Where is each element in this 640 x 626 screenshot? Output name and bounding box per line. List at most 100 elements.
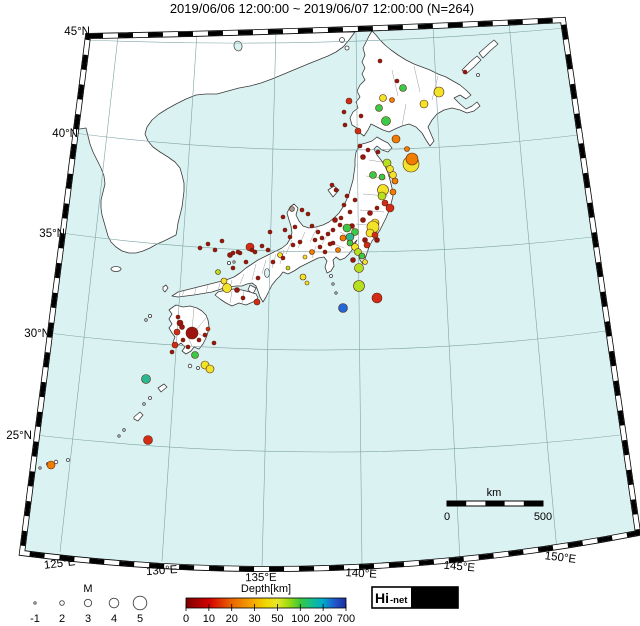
earthquake-marker — [385, 203, 395, 213]
depth-tick-label: 30 — [248, 613, 260, 625]
lon-label: 135°E — [245, 572, 277, 585]
lon-label: 145°E — [443, 560, 476, 575]
earthquake-marker — [299, 207, 305, 213]
etorofu-island — [478, 39, 499, 59]
earthquake-marker — [212, 247, 218, 253]
earthquake-marker — [381, 199, 389, 207]
earthquake-marker — [299, 273, 307, 281]
earthquake-marker — [404, 146, 410, 152]
lonline-130e — [161, 32, 198, 562]
magnitude-size-label: 2 — [59, 613, 65, 625]
earthquake-marker — [399, 84, 407, 92]
earthquake-marker — [196, 337, 202, 343]
earthquake-marker — [179, 324, 185, 330]
earthquake-marker — [374, 205, 380, 211]
lon-label: 150°E — [544, 550, 577, 566]
earthquake-marker — [211, 340, 217, 346]
magnitude-size-label: 4 — [111, 613, 117, 625]
oki-islands — [226, 260, 231, 265]
earthquake-marker — [332, 217, 338, 223]
depth-tick-label: 200 — [314, 613, 332, 625]
earthquake-marker — [338, 303, 348, 313]
earthquake-marker — [375, 104, 383, 112]
earthquake-marker — [230, 265, 236, 271]
earthquake-marker — [280, 214, 286, 220]
earthquake-marker — [222, 283, 232, 293]
earthquake-marker — [143, 435, 153, 445]
earthquake-marker — [215, 269, 221, 275]
yakushima — [187, 363, 193, 369]
earthquake-marker — [333, 187, 339, 193]
earthquake-marker — [337, 222, 343, 228]
earthquake-marker — [369, 171, 377, 179]
earthquake-marker — [358, 252, 366, 260]
earthquake-marker — [249, 247, 255, 253]
lat-label: 35°N — [39, 228, 65, 240]
scale-bar-unit: km — [487, 487, 502, 499]
earthquake-marker — [391, 134, 401, 144]
scale-bar-segment — [523, 501, 543, 506]
lake-khanka — [233, 40, 243, 52]
earthquake-marker — [309, 223, 315, 229]
earthquake-marker — [230, 250, 236, 256]
logo-hi-text: Hi — [375, 590, 389, 606]
magnitude-size-circle — [132, 595, 148, 611]
scale-bar-end: 500 — [534, 511, 552, 523]
logo-net-text: -net — [390, 595, 408, 606]
magnitude-size-label: 5 — [137, 613, 143, 625]
miyako-island — [66, 458, 70, 462]
earthquake-marker — [285, 265, 291, 271]
ocean — [22, 20, 638, 569]
earthquake-marker — [234, 287, 240, 293]
earthquake-marker — [386, 165, 394, 173]
logo-nied-text: NIED — [414, 590, 451, 606]
graticule — [34, 21, 621, 568]
earthquake-marker — [259, 243, 265, 249]
earthquake-marker — [371, 231, 379, 239]
lonline-135e — [261, 29, 277, 568]
rebun-island — [344, 45, 350, 51]
earthquake-marker — [375, 149, 381, 155]
earthquake-marker — [280, 255, 286, 261]
earthquake-marker — [205, 326, 211, 332]
earthquake-marker — [270, 259, 276, 265]
latline-40n — [73, 132, 579, 151]
earthquake-marker — [342, 223, 352, 233]
longitude-labels: 125°E 130°E 135°E 140°E 145°E 150°E — [43, 550, 577, 584]
earthquake-marker — [302, 254, 308, 260]
earthquake-marker — [360, 154, 366, 160]
earthquake-marker — [345, 97, 353, 105]
scale-bar: km 0 500 — [444, 487, 552, 523]
tanegashima — [196, 366, 200, 370]
lake-biwa — [264, 268, 270, 278]
earthquake-marker — [391, 177, 399, 185]
magnitude-size-circle — [83, 598, 93, 608]
earthquake-marker — [202, 332, 208, 338]
earthquake-marker — [235, 249, 241, 255]
earthquake-marker — [185, 344, 191, 350]
ishigaki-island — [53, 459, 59, 465]
lat-label: 25°N — [6, 430, 32, 442]
magnitude-legend: M -1 2 3 4 5 — [30, 583, 148, 625]
earthquake-marker — [322, 249, 328, 255]
earthquake-marker — [362, 259, 368, 265]
lat-label: 45°N — [64, 26, 90, 38]
earthquake-marker — [419, 99, 429, 109]
depth-tick-label: 0 — [183, 613, 189, 625]
earthquake-marker — [220, 277, 228, 285]
magnitude-legend-title: M — [83, 583, 92, 595]
earthquake-marker — [350, 257, 356, 263]
earthquake-marker — [305, 211, 311, 217]
earthquake-marker — [352, 197, 358, 203]
depth-tick-label: 700 — [337, 613, 355, 625]
earthquake-marker — [462, 69, 468, 75]
earthquake-marker — [141, 374, 151, 384]
hinet-nied-logo: Hi -net NIED — [371, 586, 459, 609]
earthquake-marker — [347, 209, 353, 215]
earthquake-marker — [381, 116, 391, 126]
map-title: 2019/06/06 12:00:00 ~ 2019/06/07 12:00:0… — [170, 1, 474, 16]
earthquake-marker — [315, 229, 321, 235]
earthquake-marker — [351, 228, 359, 236]
magnitude-size-circle — [59, 600, 65, 606]
